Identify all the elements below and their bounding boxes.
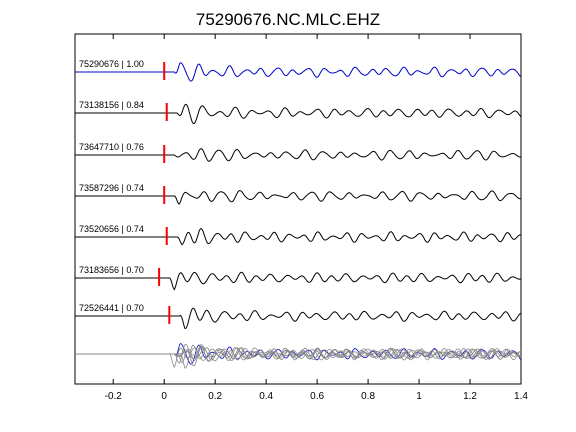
trace-line	[75, 228, 522, 246]
pick-markers	[158, 62, 171, 324]
x-tick-label: 1.2	[463, 391, 477, 402]
x-tick-label: 0.4	[259, 391, 273, 402]
x-axis: -0.2 0 0.2 0.4 0.6 0.8 1 1.2 1.4	[105, 34, 528, 402]
trace-label: 73647710 | 0.76	[79, 142, 144, 152]
trace-line	[75, 62, 522, 82]
x-tick-label: 0.2	[208, 391, 222, 402]
stacked-overlay	[75, 343, 522, 369]
plot-frame	[74, 33, 522, 385]
trace-line	[75, 103, 522, 124]
trace-group	[75, 62, 522, 330]
x-tick-label: 0.6	[310, 391, 324, 402]
trace-label: 73587296 | 0.74	[79, 183, 144, 193]
trace-line	[75, 148, 522, 162]
overlay-trace	[75, 344, 522, 369]
x-tick-label: 0	[161, 391, 167, 402]
trace-labels: 75290676 | 1.00 73138156 | 0.84 73647710 |…	[79, 59, 144, 313]
x-tick-label: 0.8	[361, 391, 375, 402]
x-tick-label: 1	[416, 391, 422, 402]
chart-title: 75290676.NC.MLC.EHZ	[196, 10, 380, 29]
x-tick-label: -0.2	[105, 391, 123, 402]
trace-line	[75, 307, 522, 330]
trace-label: 73138156 | 0.84	[79, 100, 144, 110]
trace-label: 72526441 | 0.70	[79, 303, 144, 313]
trace-line	[75, 190, 522, 205]
trace-label: 75290676 | 1.00	[79, 59, 144, 69]
x-tick-label: 1.4	[514, 391, 528, 402]
trace-label: 73520656 | 0.74	[79, 224, 144, 234]
trace-label: 73183656 | 0.70	[79, 265, 144, 275]
trace-line	[75, 271, 522, 291]
